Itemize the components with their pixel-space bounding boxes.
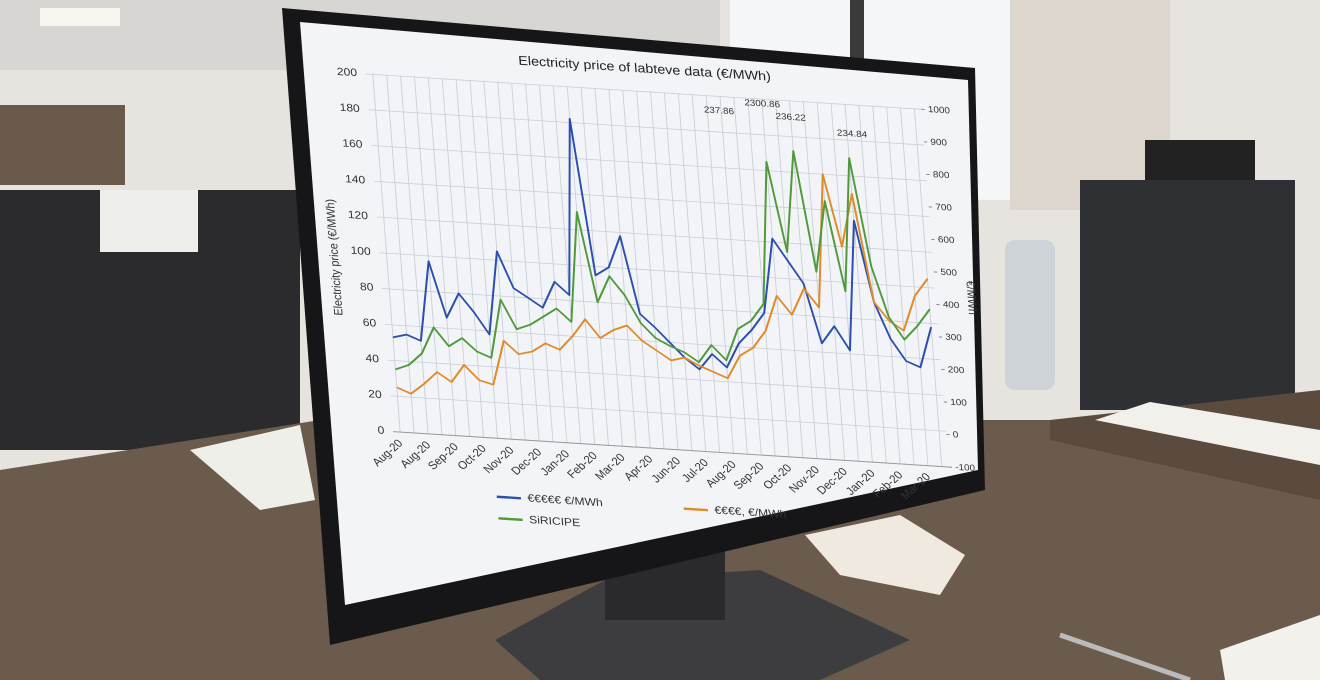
monitor-stand-base	[495, 570, 910, 680]
pillar	[1010, 0, 1170, 210]
vertical-grid-line	[802, 101, 832, 460]
grid-line	[365, 73, 922, 110]
annotation: 236.22	[775, 110, 806, 122]
vertical-grid-line	[872, 106, 901, 464]
vertical-grid-line	[400, 76, 429, 434]
vertical-grid-line	[789, 100, 818, 459]
paper	[100, 190, 198, 252]
legend-label: €€€€€ €/MWh	[527, 493, 603, 509]
legend-swatch	[498, 517, 523, 522]
vertical-grid-line	[747, 98, 776, 456]
vertical-grid-line	[733, 97, 762, 456]
y2-tick-label: 300	[945, 331, 962, 342]
vertical-grid-line	[761, 99, 790, 457]
y-tick-label: 180	[339, 102, 360, 115]
grid-line	[376, 216, 933, 253]
notebook	[1220, 615, 1320, 680]
cubicle-right	[1080, 180, 1295, 410]
series-line	[392, 118, 933, 371]
vertical-grid-line	[372, 74, 401, 433]
vertical-grid-line	[677, 93, 707, 452]
y-tick-label: 120	[347, 210, 368, 223]
y2-tick-label: -100	[955, 461, 976, 473]
vertical-grid-line	[483, 81, 512, 440]
vertical-grid-line	[705, 95, 734, 454]
vertical-grid-line	[414, 77, 443, 435]
vertical-grid-line	[511, 83, 540, 441]
bottle	[1005, 240, 1055, 390]
annotation: 2300.86	[744, 97, 780, 110]
y-tick-label: 160	[342, 138, 363, 151]
y2-tick-label: 800	[932, 169, 949, 180]
y2-tick-label: 0	[952, 429, 958, 440]
vertical-grid-line	[552, 85, 582, 444]
x-axis	[393, 431, 949, 468]
y-tick-label: 140	[345, 174, 366, 187]
y-tick-label: 40	[365, 353, 379, 365]
vertical-grid-line	[525, 84, 554, 442]
y2-tick-label: 1000	[928, 104, 951, 116]
paper-left	[190, 425, 315, 510]
vertical-grid-line	[441, 78, 471, 437]
ceiling-light	[40, 8, 120, 26]
cabinet	[0, 105, 125, 185]
grid-line	[371, 145, 927, 182]
y2-tick-label: 600	[937, 234, 954, 245]
y2-axis-label: €/MWh	[963, 280, 978, 315]
grid-line	[382, 288, 938, 325]
pen	[1059, 632, 1191, 680]
series-line	[394, 150, 931, 371]
monitor-far	[1145, 140, 1255, 180]
tissue	[805, 515, 965, 595]
vertical-grid-line	[886, 107, 915, 465]
vertical-grid-line	[858, 105, 887, 464]
vertical-grid-line	[469, 80, 498, 439]
y-tick-label: 200	[336, 67, 357, 80]
vertical-grid-line	[913, 108, 943, 467]
y-tick-label: 0	[377, 425, 385, 437]
y2-tick-label: 200	[947, 364, 964, 375]
y-tick-label: 60	[362, 317, 376, 329]
y2-tick-label: 500	[940, 266, 957, 277]
y-tick-label: 100	[350, 245, 371, 258]
vertical-grid-line	[816, 102, 846, 461]
vertical-grid-line	[539, 84, 568, 443]
vertical-grid-line	[636, 91, 665, 449]
vertical-grid-line	[719, 96, 748, 455]
vertical-grid-line	[650, 92, 679, 450]
vertical-grid-line	[386, 75, 415, 434]
y2-tick-label: 100	[950, 396, 967, 407]
legend-label: SiRICIPE	[529, 515, 581, 530]
vertical-grid-line	[455, 79, 484, 438]
vertical-grid-line	[427, 77, 457, 436]
vertical-grid-line	[900, 107, 929, 466]
annotation: 234.84	[837, 127, 868, 139]
y-tick-label: 20	[368, 389, 382, 401]
vertical-grid-line	[775, 99, 804, 458]
vertical-grid-line	[622, 90, 651, 449]
legend-label: €€€€, €/MWh	[714, 505, 787, 521]
legend-swatch	[683, 507, 709, 512]
vertical-grid-line	[691, 94, 721, 453]
grid-line	[374, 180, 930, 218]
series-line	[396, 173, 929, 395]
vertical-grid-line	[608, 89, 637, 448]
y2-tick-label: 400	[942, 299, 959, 310]
y-tick-label: 80	[360, 282, 374, 294]
vertical-grid-line	[566, 86, 596, 445]
vertical-grid-line	[497, 82, 526, 441]
paper-right	[1095, 402, 1320, 465]
y2-tick-label: 900	[930, 136, 947, 147]
grid-line	[368, 109, 925, 146]
grid-line	[387, 359, 944, 396]
annotation: 237.86	[703, 104, 734, 116]
grid-line	[390, 395, 947, 432]
legend-swatch	[496, 495, 522, 500]
y2-tick-label: 700	[935, 201, 952, 212]
vertical-grid-line	[664, 92, 693, 451]
